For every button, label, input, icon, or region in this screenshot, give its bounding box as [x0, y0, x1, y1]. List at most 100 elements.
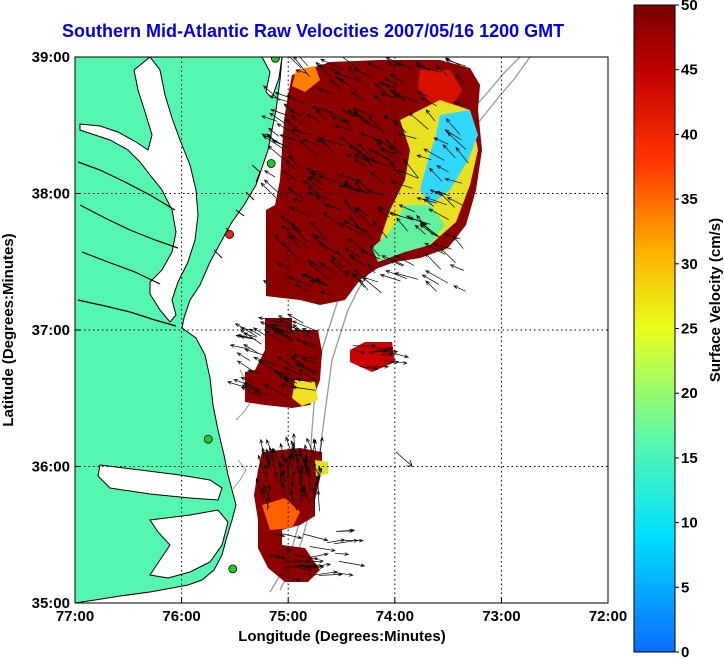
- station-green-2: [266, 159, 276, 168]
- velocity-arrow: [338, 184, 362, 192]
- velocity-arrow: [358, 278, 369, 291]
- velocity-arrow: [416, 196, 438, 204]
- velocity-arrow: [279, 134, 298, 141]
- velocity-arrow: [343, 220, 368, 233]
- velocity-arrow: [360, 276, 379, 283]
- velocity-arrow: [386, 360, 400, 365]
- velocity-arrow: [288, 276, 312, 287]
- velocity-arrow: [307, 259, 322, 269]
- velocity-arrow: [339, 561, 366, 568]
- velocity-arrow: [383, 115, 397, 124]
- colorbar-tick-label: 20: [681, 385, 698, 402]
- velocity-arrow: [289, 470, 296, 490]
- velocity-arrow: [342, 119, 353, 128]
- velocity-arrow: [424, 242, 446, 255]
- axis-ticks: 77:00 76:00 75:00 74:00 73:00 72:00 39:00 38:00…: [32, 49, 628, 625]
- velocity-arrow: [371, 346, 394, 353]
- colorbar-tick-label: 25: [681, 321, 698, 338]
- velocity-arrow: [282, 171, 297, 180]
- velocity-arrow: [289, 57, 302, 69]
- velocity-arrow: [278, 461, 283, 479]
- velocity-arrow: [296, 338, 315, 349]
- velocity-arrow: [291, 235, 309, 249]
- velocity-arrow: [353, 153, 379, 163]
- velocity-arrow: [313, 481, 318, 498]
- velocity-arrow: [302, 138, 319, 146]
- velocity-arrow: [356, 178, 368, 189]
- velocity-arrow: [358, 143, 375, 161]
- velocity-arrow: [334, 72, 359, 81]
- velocity-arrow: [366, 364, 389, 369]
- velocity-arrow: [309, 439, 317, 465]
- velocity-arrow: [267, 145, 285, 161]
- velocity-arrow: [290, 114, 303, 125]
- velocity-arrow: [255, 477, 264, 499]
- velocity-arrow: [261, 115, 278, 122]
- velocity-arrow: [292, 432, 296, 458]
- velocity-arrow: [312, 461, 319, 475]
- x-axis-label: Longitude (Degrees:Minutes): [238, 628, 446, 645]
- velocity-arrow: [317, 88, 333, 94]
- velocity-vectors: [227, 57, 469, 582]
- velocity-arrow: [257, 316, 282, 324]
- velocity-arrow: [394, 93, 419, 103]
- velocity-arrow: [333, 124, 353, 131]
- velocity-arrow: [394, 255, 415, 266]
- velocity-arrow: [277, 315, 295, 323]
- velocity-arrow: [307, 191, 330, 200]
- y-tick-label: 37:00: [32, 322, 70, 339]
- velocity-arrow: [282, 376, 304, 382]
- velocity-arrow: [370, 171, 384, 184]
- velocity-arrow: [289, 154, 299, 168]
- velocity-arrow: [260, 182, 277, 199]
- velocity-arrow: [274, 470, 279, 484]
- velocity-arrow: [283, 103, 295, 115]
- velocity-arrow: [307, 186, 320, 196]
- x-tick-label: 77:00: [56, 608, 94, 625]
- velocity-arrow: [295, 69, 309, 74]
- velocity-arrow: [280, 215, 302, 232]
- velocity-arrow: [277, 574, 302, 582]
- velocity-arrow: [334, 572, 354, 577]
- velocity-arrow: [347, 110, 365, 119]
- velocity-arrow: [445, 118, 461, 136]
- velocity-arrow: [276, 356, 294, 369]
- velocity-arrow: [387, 62, 403, 68]
- velocity-arrow: [317, 466, 322, 484]
- velocity-arrow: [290, 480, 295, 501]
- velocity-arrow: [415, 61, 430, 71]
- velocity-arrow: [391, 352, 410, 359]
- velocity-arrow: [344, 247, 361, 259]
- velocity-arrow: [253, 356, 277, 366]
- velocity-arrow: [389, 145, 399, 157]
- grid-lines: [75, 57, 608, 603]
- velocity-arrow: [281, 533, 303, 540]
- velocity-arrow: [290, 356, 305, 366]
- velocity-arrow: [299, 140, 318, 156]
- velocity-arrow: [385, 57, 406, 67]
- velocity-arrow: [354, 181, 365, 193]
- velocity-arrow: [395, 62, 413, 69]
- velocity-arrow: [290, 446, 296, 463]
- velocity-arrow: [295, 363, 318, 375]
- velocity-arrow: [444, 177, 463, 184]
- velocity-arrow: [272, 533, 286, 538]
- colorbar-tick-label: 40: [681, 126, 698, 143]
- velocity-arrow: [292, 354, 317, 360]
- velocity-arrow: [355, 207, 369, 217]
- velocity-arrow: [269, 447, 275, 466]
- velocity-arrow: [227, 381, 250, 389]
- velocity-arrow: [369, 245, 380, 257]
- velocity-arrow: [267, 127, 280, 137]
- velocity-arrow: [348, 145, 371, 160]
- velocity-arrow: [320, 58, 344, 70]
- james-river: [77, 299, 177, 327]
- velocity-arrow: [350, 256, 363, 264]
- albemarle-sound: [97, 464, 223, 501]
- velocity-arrow: [288, 234, 300, 248]
- velocity-arrow: [343, 199, 360, 220]
- velocity-arrow: [421, 274, 440, 285]
- colorbar-tick-label: 35: [681, 191, 698, 208]
- velocity-arrow: [298, 368, 318, 382]
- velocity-arrow: [425, 270, 449, 284]
